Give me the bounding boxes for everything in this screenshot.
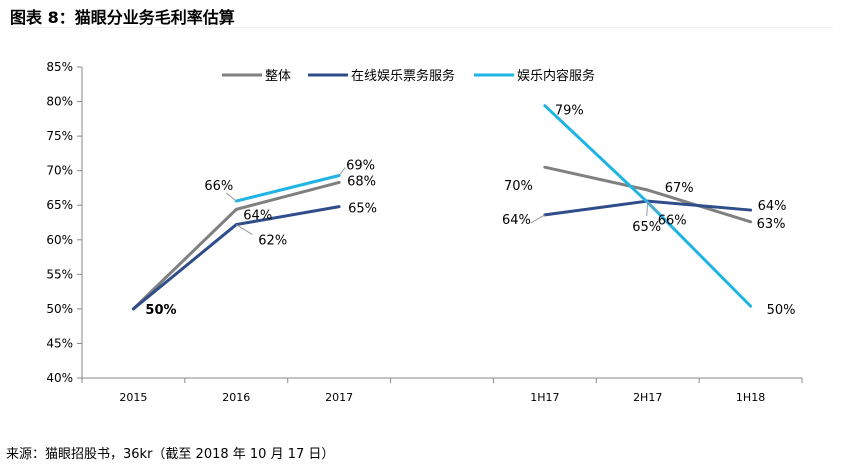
x-tick-label: 2016 — [222, 391, 250, 404]
data-label-leader — [530, 214, 546, 224]
data-label: 68% — [347, 174, 376, 189]
page-title: 图表 8：猫眼分业务毛利率估算 — [10, 8, 235, 27]
y-tick-label: 85% — [46, 60, 73, 74]
data-label: 64% — [758, 199, 787, 214]
series-line-2 — [131, 205, 341, 311]
title-divider — [10, 27, 834, 28]
data-label: 79% — [555, 104, 584, 119]
y-tick-label: 65% — [46, 198, 73, 212]
data-label-leader — [236, 224, 253, 235]
source-note: 来源：猫眼招股书，36kr（截至 2018 年 10 月 17 日） — [6, 447, 335, 462]
chart-axes: 40% 45% 50% 55% 60% 65% 70% 75% 80% 85% 2015 2016 20… — [46, 60, 803, 404]
series-line-3 — [234, 174, 341, 203]
y-tick-label: 55% — [46, 267, 73, 281]
chart-legend: 整体 在线娱乐票务服务 娱乐内容服务 — [222, 68, 595, 84]
data-label: 64% — [502, 213, 531, 228]
y-tick-label: 40% — [46, 371, 73, 385]
y-tick-label: 60% — [46, 233, 73, 247]
data-label: 67% — [665, 181, 694, 196]
data-label: 69% — [346, 159, 375, 174]
data-label: 50% — [767, 303, 796, 318]
y-tick-label: 70% — [46, 164, 73, 178]
data-label-leader — [647, 202, 659, 213]
series-line-1 — [543, 165, 753, 224]
chart-data-labels: 64% 68% 70% 67% 63% 50% 62% 65% 64% 65% 64% 66% 69% 7… — [145, 104, 795, 318]
data-label-leader — [646, 201, 649, 217]
data-label: 66% — [658, 213, 687, 228]
x-tick-label: 1H18 — [736, 391, 765, 404]
line-chart: 40% 45% 50% 55% 60% 65% 70% 75% 80% 85% 2015 2016 20… — [46, 60, 803, 404]
legend-label: 整体 — [265, 69, 291, 84]
data-label: 66% — [204, 179, 233, 194]
y-tick-label: 80% — [46, 95, 73, 109]
legend-label: 娱乐内容服务 — [517, 68, 595, 84]
y-tick-label: 45% — [46, 336, 73, 350]
x-tick-label: 1H17 — [530, 391, 559, 404]
x-tick-label: 2015 — [119, 391, 147, 404]
data-label: 64% — [243, 208, 272, 223]
data-label: 50% — [145, 303, 176, 318]
x-tick-label: 2H17 — [633, 391, 662, 404]
y-tick-label: 75% — [46, 129, 73, 143]
data-label: 62% — [258, 234, 287, 249]
data-label: 65% — [632, 220, 661, 235]
data-label-leader — [338, 167, 346, 176]
data-label: 63% — [757, 217, 786, 232]
data-label-leader — [225, 192, 237, 202]
data-label: 65% — [348, 202, 377, 217]
series-line-1 — [131, 180, 341, 311]
legend-label: 在线娱乐票务服务 — [351, 68, 455, 84]
data-label: 70% — [504, 179, 533, 194]
y-tick-label: 50% — [46, 302, 73, 316]
chart-series-lines — [131, 104, 753, 311]
x-tick-label: 2017 — [325, 391, 353, 404]
